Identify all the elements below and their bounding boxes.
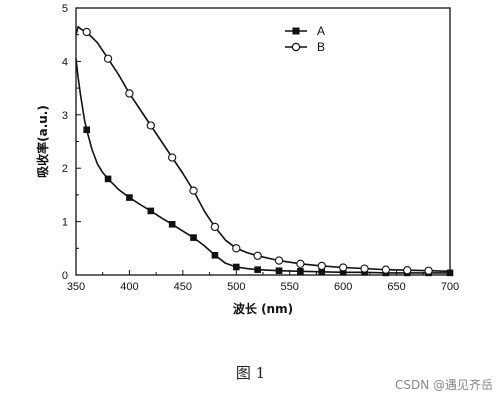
series-b-point	[360, 264, 369, 273]
figure-caption: 图 1	[235, 364, 266, 382]
series-a-point	[318, 268, 326, 276]
x-tick-label: 350	[67, 281, 85, 293]
y-axis-title: 吸收率(a.u.)	[35, 105, 50, 178]
series-b-point	[424, 266, 433, 275]
series-b-point	[125, 89, 134, 98]
y-tick-label: 5	[62, 3, 68, 15]
x-tick-label: 400	[120, 281, 138, 293]
x-tick-label: 700	[441, 281, 459, 293]
y-tick-label: 0	[62, 270, 68, 282]
series-b-point	[381, 265, 391, 274]
series-b-point	[189, 186, 198, 195]
series-b-point	[210, 222, 220, 232]
series-b-point	[403, 266, 412, 275]
series-b-point	[317, 261, 326, 271]
series-a-line	[75, 58, 450, 274]
series-a-point	[211, 251, 219, 259]
y-tick-label: 3	[62, 110, 68, 122]
legend-label-a: A	[317, 24, 325, 38]
series-b-point	[253, 251, 262, 260]
series-a-point	[275, 267, 283, 275]
series-b-point	[232, 244, 241, 253]
series-a-point	[126, 194, 133, 201]
series-b-point	[168, 153, 177, 162]
x-tick-label: 450	[174, 281, 192, 293]
series-a-point	[147, 207, 155, 215]
series-a-point	[254, 266, 261, 273]
series-a-point	[297, 267, 304, 275]
series-a-point	[168, 220, 176, 228]
x-tick-label: 500	[227, 281, 245, 293]
series-a-point	[190, 234, 197, 241]
legend-marker-a	[292, 27, 300, 35]
series-b-point	[296, 259, 305, 268]
x-axis-title: 波长 (nm)	[233, 301, 293, 316]
series-b-point	[82, 27, 91, 37]
y-tick-label: 2	[62, 163, 68, 175]
axes	[75, 7, 451, 276]
series-b-point	[146, 121, 155, 130]
x-tick-label: 600	[334, 281, 352, 293]
series-b-point	[274, 256, 284, 265]
series-b-point	[103, 54, 113, 63]
series-a-point	[104, 175, 112, 183]
x-tick-label: 650	[387, 281, 405, 293]
x-tick-label: 550	[281, 281, 299, 293]
ticks: 350 400 450 500 550 600 650 700 0 1 2 3 4 5	[62, 3, 459, 293]
y-tick-label: 4	[62, 56, 68, 68]
plot-frame	[75, 7, 451, 276]
series-b-line	[75, 25, 451, 273]
watermark: CSDN @遇见齐岳	[394, 378, 493, 392]
y-tick-label: 1	[62, 217, 68, 229]
series-a-point	[232, 263, 240, 271]
plot-content	[75, 25, 454, 277]
legend-marker-b	[291, 42, 301, 52]
legend-label-b: B	[317, 40, 325, 54]
series-a-point	[83, 126, 90, 134]
legend: A B	[285, 24, 325, 54]
